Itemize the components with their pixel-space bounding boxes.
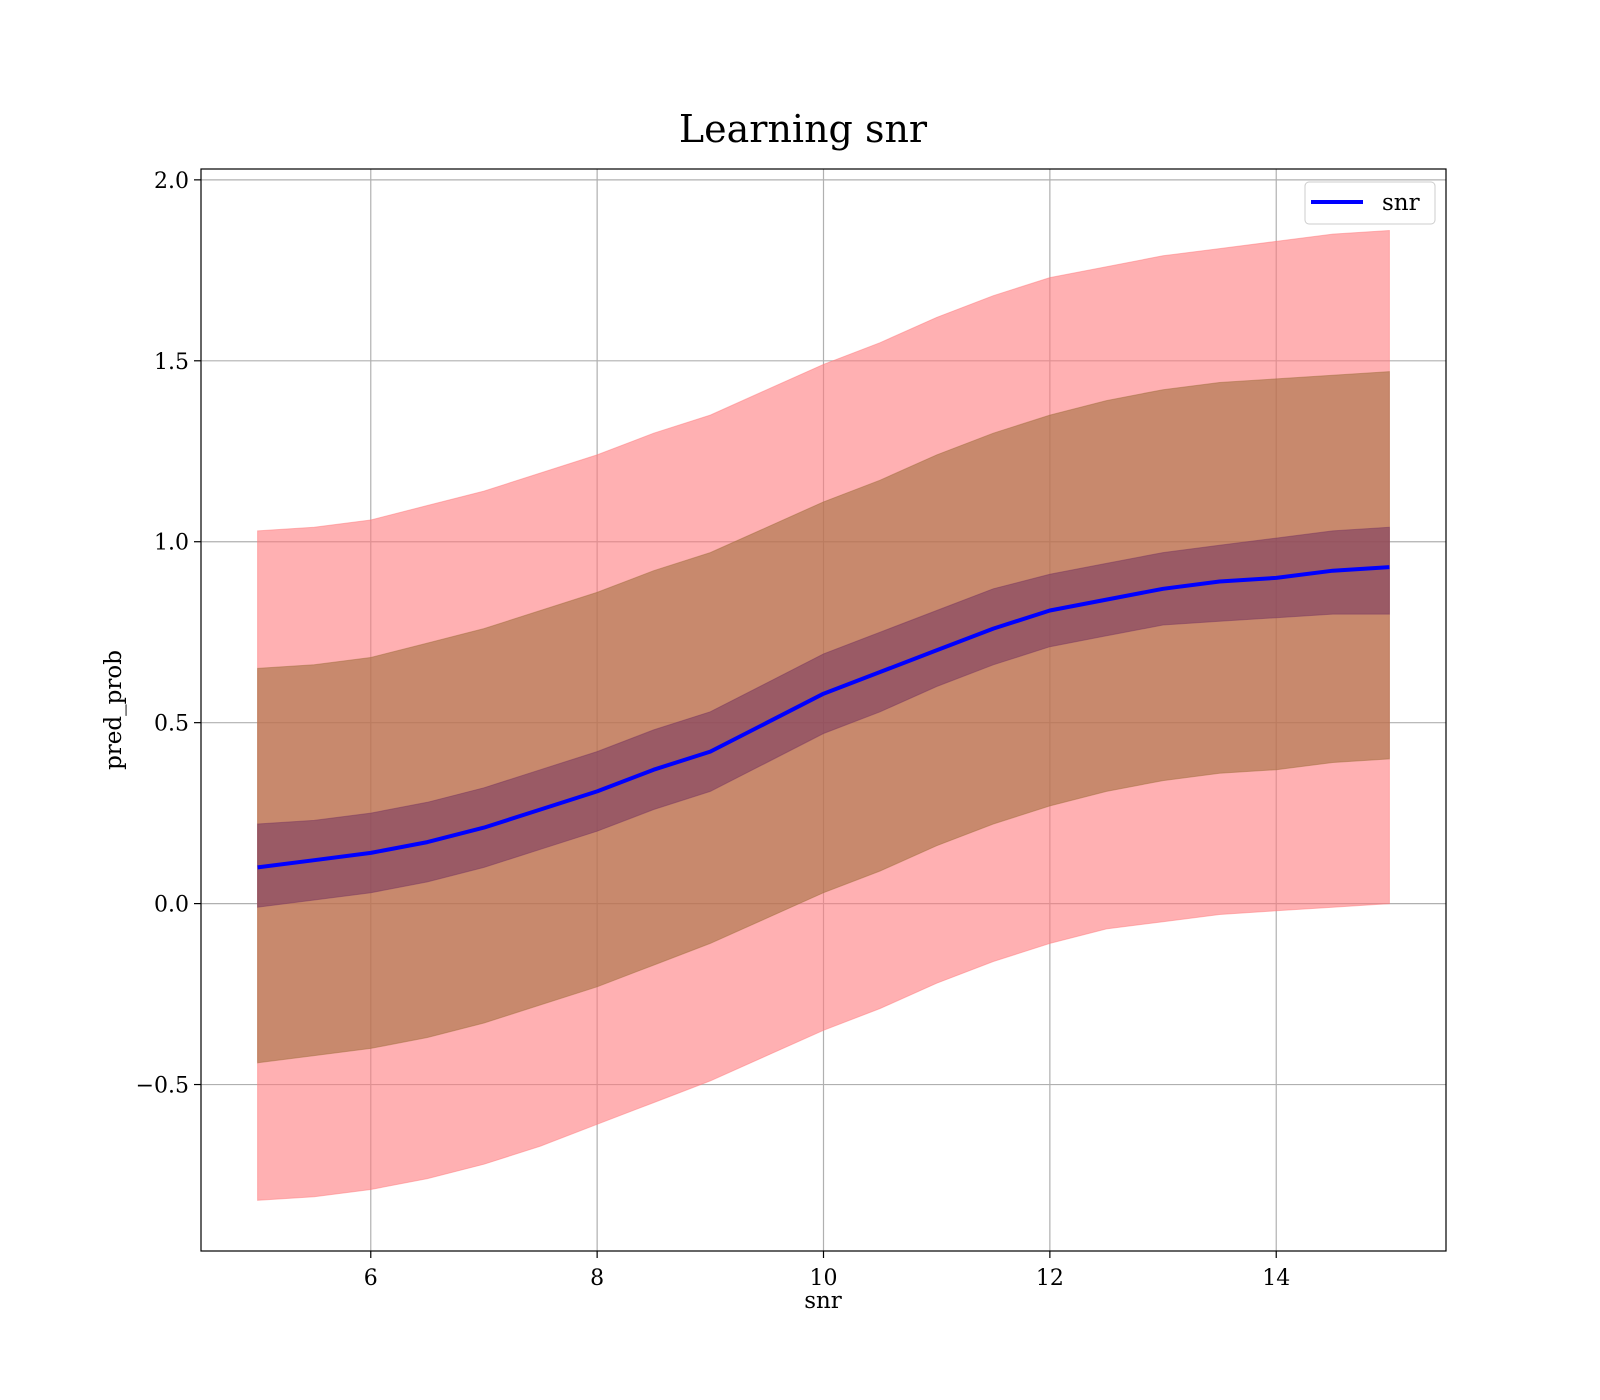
y-tick-label: −0.5 — [136, 1074, 189, 1099]
y-tick-label: 1.0 — [154, 531, 189, 556]
y-tick-label: 2.0 — [154, 169, 189, 194]
legend: snr — [1304, 181, 1436, 225]
y-tick-label: 0.0 — [154, 893, 189, 918]
x-axis-label: snr — [804, 1288, 842, 1314]
x-tick-label: 6 — [364, 1266, 378, 1291]
legend-frame — [1304, 181, 1436, 225]
y-tick-label: 0.5 — [154, 712, 189, 737]
confidence-bands — [257, 229, 1390, 1201]
y-tick-label: 1.5 — [154, 350, 189, 375]
series-lines — [257, 565, 1390, 870]
x-axis-ticks: 6 8 10 12 14 — [364, 1251, 1290, 1291]
x-tick-label: 8 — [590, 1266, 604, 1291]
chart-title: Learning snr — [679, 107, 928, 151]
y-axis-label: pred_prob — [101, 650, 127, 770]
band-inner — [257, 526, 1390, 908]
x-tick-label: 10 — [810, 1266, 838, 1291]
y-axis-ticks: −0.5 0.0 0.5 1.0 1.5 2.0 — [136, 169, 201, 1099]
legend-entry: snr — [1382, 190, 1420, 216]
series-line-snr — [257, 565, 1390, 870]
x-tick-label: 14 — [1262, 1266, 1290, 1291]
x-tick-label: 12 — [1036, 1266, 1064, 1291]
